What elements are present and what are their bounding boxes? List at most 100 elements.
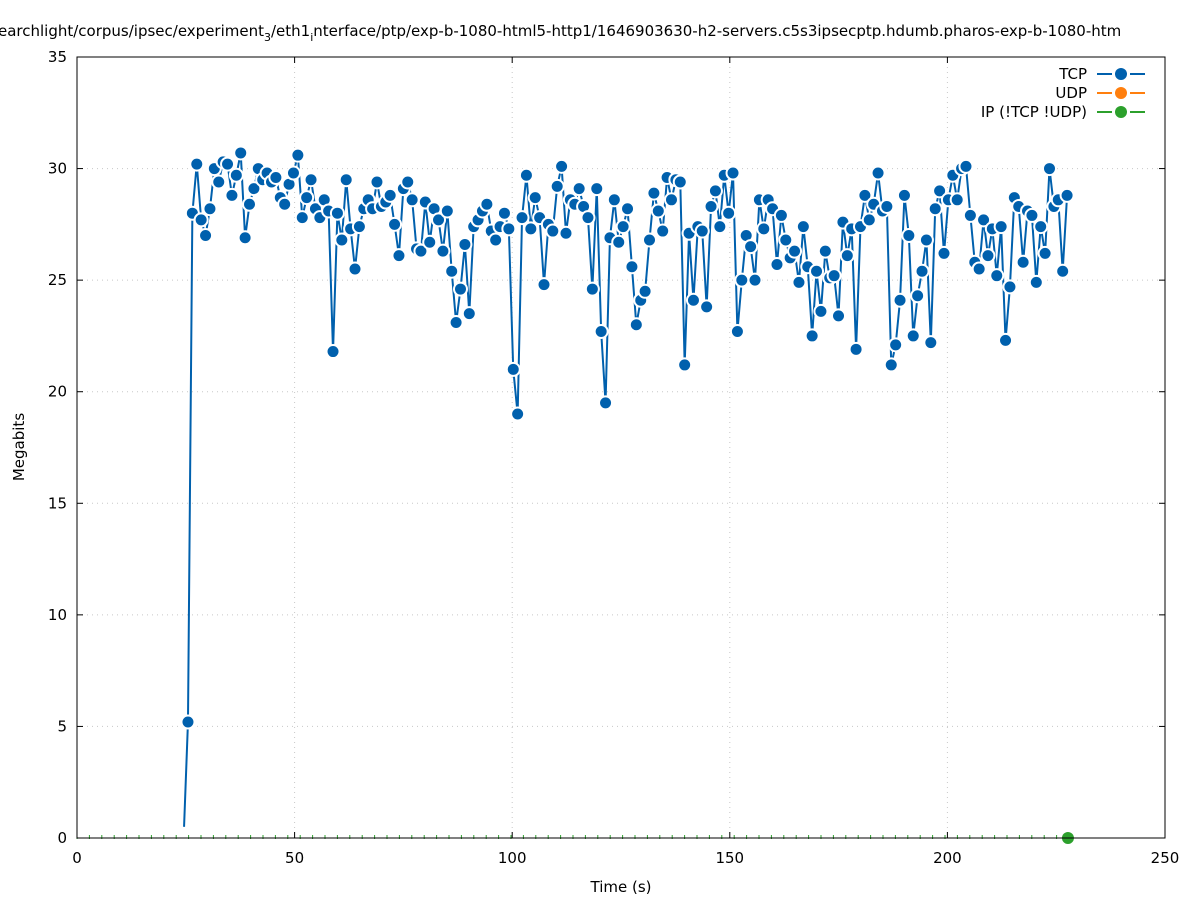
tcp-data-point [299, 190, 315, 206]
tcp-data-point [642, 232, 658, 248]
tcp-data-point [193, 212, 209, 228]
tcp-data-point [1015, 254, 1031, 270]
y-tick-label: 20 [48, 383, 67, 401]
tcp-data-point [325, 344, 341, 360]
tcp-data-point [233, 145, 249, 161]
tcp-data-point [220, 156, 236, 172]
tcp-data-point [677, 357, 693, 373]
y-tick-label: 0 [57, 829, 67, 847]
tcp-data-point [918, 232, 934, 248]
tcp-data-point [958, 158, 974, 174]
tcp-data-point [615, 219, 631, 235]
tcp-data-point [703, 199, 719, 215]
tcp-data-point [413, 243, 429, 259]
tcp-data-point [452, 281, 468, 297]
tcp-data-point [813, 303, 829, 319]
tcp-data-point [536, 277, 552, 293]
y-axis-label: Megabits [10, 413, 28, 481]
tcp-data-point [558, 225, 574, 241]
x-axis-label: Time (s) [590, 878, 652, 896]
tcp-data-point [435, 243, 451, 259]
tcp-data-point [549, 178, 565, 194]
tcp-data-point [554, 158, 570, 174]
tcp-data-point [778, 232, 794, 248]
tcp-data-point [589, 181, 605, 197]
tcp-data-point [795, 219, 811, 235]
y-tick-label: 35 [48, 48, 67, 66]
tcp-data-point [211, 174, 227, 190]
tcp-data-point [672, 174, 688, 190]
tcp-data-point [936, 245, 952, 261]
tcp-data-point [914, 263, 930, 279]
tcp-data-point [809, 263, 825, 279]
tcp-data-point [734, 272, 750, 288]
plot-frame [76, 56, 1166, 839]
chart-title: earchlight/corpus/ipsec/experiment3/eth1… [0, 22, 1121, 44]
tcp-data-point [224, 187, 240, 203]
tcp-data-point [228, 167, 244, 183]
tcp-data-point [598, 395, 614, 411]
tcp-data-point [242, 196, 258, 212]
tcp-data-point [431, 212, 447, 228]
tcp-data-point [285, 165, 301, 181]
y-tick-label: 10 [48, 606, 67, 624]
x-tick-label: 200 [933, 849, 962, 867]
tcp-data-point [496, 205, 512, 221]
tcp-data-point [879, 199, 895, 215]
tcp-data-point [787, 243, 803, 259]
tcp-data-point [501, 221, 517, 237]
tcp-data-point [382, 187, 398, 203]
tcp-data-point [606, 192, 622, 208]
x-tick-label: 150 [715, 849, 744, 867]
title-part: nterface/ptp/exp-b-1080-html5-http1/1646… [313, 22, 1121, 40]
tcp-data-point [773, 207, 789, 223]
tcp-data-point [883, 357, 899, 373]
x-tick-label: 250 [1151, 849, 1180, 867]
tcp-data-point [826, 268, 842, 284]
legend-label: TCP [1058, 65, 1087, 83]
legend-label: IP (!TCP !UDP) [981, 103, 1087, 121]
tcp-data-point [620, 201, 636, 217]
tcp-data-point [611, 234, 627, 250]
tcp-data-point [334, 232, 350, 248]
title-subscript: 3 [264, 31, 271, 44]
y-tick-label: 5 [57, 717, 67, 735]
tcp-data-point [246, 181, 262, 197]
tcp-data-point [202, 201, 218, 217]
tcp-data-point [976, 212, 992, 228]
tcp-data-point [637, 283, 653, 299]
tcp-data-point [910, 288, 926, 304]
title-part: earchlight/corpus/ipsec/experiment [0, 22, 264, 40]
tcp-data-point [962, 207, 978, 223]
tcp-data-point [993, 219, 1009, 235]
tcp-data-point [721, 205, 737, 221]
tcp-data-point [444, 263, 460, 279]
legend-marker [1115, 106, 1127, 118]
tcp-data-point [905, 328, 921, 344]
tcp-data-point [743, 239, 759, 255]
tcp-data-point [237, 230, 253, 246]
axis-ticks: 0 5 10 15 20 25 30 35 0 50 100 150 200 250 [48, 48, 1179, 867]
tcp-data-point [699, 299, 715, 315]
tcp-data-point [655, 223, 671, 239]
tcp-data-point [198, 228, 214, 244]
legend-label: UDP [1055, 84, 1087, 102]
tcp-data-point [791, 274, 807, 290]
tcp-data-point [290, 147, 306, 163]
tcp-data-point [892, 292, 908, 308]
tcp-data-point [189, 156, 205, 172]
tcp-data-point [488, 232, 504, 248]
tcp-data-point [831, 308, 847, 324]
tcp-data-point [729, 323, 745, 339]
tcp-data-point [584, 281, 600, 297]
tcp-series-line [183, 152, 1069, 827]
tcp-data-point [448, 315, 464, 331]
tcp-data-point [861, 212, 877, 228]
tcp-data-point [1028, 274, 1044, 290]
tcp-data-point [329, 205, 345, 221]
tcp-data-point [580, 210, 596, 226]
y-tick-label: 15 [48, 494, 67, 512]
tcp-data-point [518, 167, 534, 183]
